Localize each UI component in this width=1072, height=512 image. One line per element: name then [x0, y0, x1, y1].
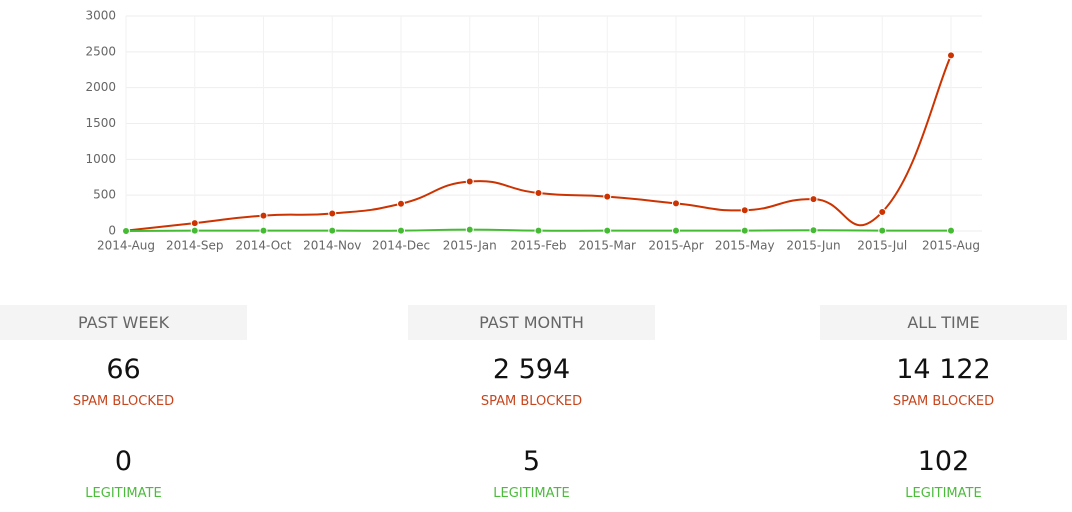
spam-label: SPAM BLOCKED — [480, 394, 583, 409]
stat-column: ALL TIME 14 122 SPAM BLOCKED 102 LEGITIMATE — [820, 305, 1067, 504]
legit-label: LEGITIMATE — [85, 486, 162, 501]
stat-header: PAST WEEK — [0, 305, 247, 340]
data-point — [328, 209, 337, 218]
y-tick-label: 2500 — [85, 44, 116, 58]
x-tick-label: 2015-May — [715, 239, 775, 253]
data-point — [328, 226, 337, 235]
x-tick-label: 2014-Oct — [236, 239, 292, 253]
data-point — [397, 226, 405, 235]
stats: PAST WEEK 66 SPAM BLOCKED 0 LEGITIMATE PAST M… — [0, 305, 1072, 512]
data-point — [534, 189, 543, 198]
spam-label: SPAM BLOCKED — [892, 394, 995, 409]
y-tick-label: 2000 — [85, 80, 116, 94]
data-point — [534, 226, 543, 235]
x-tick-label: 2015-Apr — [648, 239, 703, 253]
data-point — [190, 219, 199, 228]
stat-column: PAST MONTH 2 594 SPAM BLOCKED 5 LEGITIMATE — [408, 305, 655, 504]
x-tick-label: 2015-Aug — [922, 239, 980, 253]
x-tick-label: 2014-Dec — [372, 239, 430, 253]
data-point — [259, 226, 268, 235]
data-point — [672, 199, 680, 208]
x-tick-label: 2014-Nov — [303, 239, 361, 253]
y-tick-label: 0 — [108, 224, 116, 238]
x-tick-label: 2014-Aug — [97, 239, 155, 253]
stat-header: PAST MONTH — [408, 305, 655, 340]
y-tick-label: 1500 — [85, 116, 116, 130]
legit-label: LEGITIMATE — [493, 486, 570, 501]
legit-label: LEGITIMATE — [905, 486, 982, 501]
y-tick-label: 500 — [93, 188, 116, 202]
legit-count: 102 — [917, 446, 970, 477]
data-point — [603, 192, 612, 201]
spam-label: SPAM BLOCKED — [72, 394, 175, 409]
stat-column: PAST WEEK 66 SPAM BLOCKED 0 LEGITIMATE — [0, 305, 247, 504]
data-point — [809, 195, 818, 204]
data-point — [740, 226, 749, 235]
data-point — [397, 199, 405, 208]
spam-count: 66 — [106, 354, 141, 385]
data-point — [465, 225, 474, 234]
data-point — [259, 211, 268, 220]
data-point — [122, 227, 130, 235]
x-tick-label: 2015-Jun — [786, 239, 840, 253]
x-tick-label: 2015-Jan — [443, 239, 497, 253]
stat-header: ALL TIME — [820, 305, 1067, 340]
data-point — [878, 208, 887, 217]
series-line — [125, 55, 952, 232]
data-point — [603, 226, 612, 235]
data-point — [740, 206, 749, 215]
legit-count: 0 — [114, 446, 133, 477]
x-tick-label: 2015-Feb — [510, 239, 566, 253]
data-point — [190, 226, 199, 235]
x-tick-label: 2015-Mar — [578, 239, 636, 253]
data-point — [878, 226, 887, 235]
y-tick-label: 3000 — [85, 9, 116, 23]
data-point — [465, 177, 474, 186]
spam-count: 2 594 — [492, 354, 571, 385]
data-point — [809, 226, 818, 235]
x-tick-label: 2014-Sep — [166, 239, 224, 253]
data-point — [947, 51, 955, 60]
data-point — [672, 226, 680, 235]
y-tick-label: 1000 — [85, 152, 116, 166]
data-point — [947, 226, 955, 235]
spam-count: 14 122 — [896, 354, 991, 385]
x-tick-label: 2015-Jul — [857, 239, 907, 253]
chart: 0 500 1000 1500 2000 2500 3000 2014-Aug 2014-Sep… — [85, 9, 982, 253]
legit-count: 5 — [522, 446, 541, 477]
